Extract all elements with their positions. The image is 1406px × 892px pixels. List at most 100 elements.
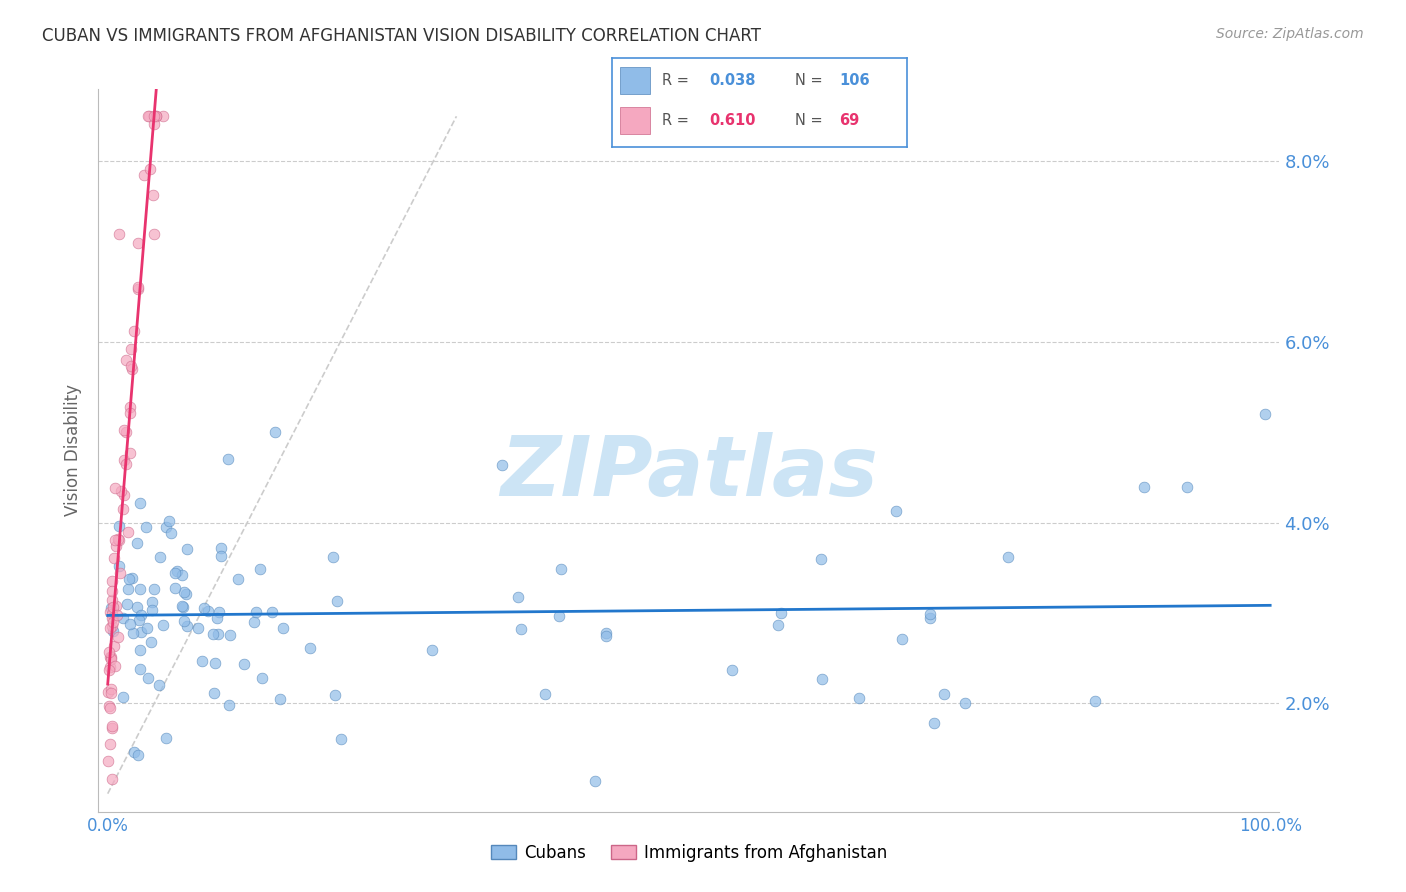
Point [120, 406, 142, 420]
Point [142, 187, 165, 202]
Point [112, 453, 135, 467]
Point [105, 608, 128, 623]
Point [127, 747, 149, 762]
Point [550, 562, 572, 576]
Point [143, 109, 166, 123]
Point [145, 109, 167, 123]
Point [176, 541, 198, 556]
Point [105, 539, 128, 553]
Point [118, 446, 141, 460]
Point [100, 652, 122, 666]
Point [129, 607, 152, 622]
Point [886, 503, 908, 517]
Point [209, 541, 232, 556]
Point [299, 640, 322, 655]
Point [107, 630, 129, 644]
Point [129, 625, 152, 640]
Point [141, 603, 163, 617]
Point [104, 533, 127, 547]
Point [245, 605, 267, 619]
Point [145, 109, 167, 123]
Point [330, 731, 353, 746]
Point [98, 660, 121, 674]
Point [143, 582, 166, 596]
Text: N =: N = [794, 73, 823, 87]
Point [243, 615, 266, 629]
Point [129, 496, 152, 510]
Point [811, 672, 834, 686]
Point [100, 772, 122, 786]
Point [918, 607, 941, 621]
Point [810, 552, 832, 566]
Point [128, 643, 150, 657]
Point [108, 519, 131, 533]
Point [269, 691, 291, 706]
Point [170, 567, 193, 582]
Point [152, 618, 174, 632]
Point [191, 654, 214, 668]
Point [207, 611, 229, 625]
Point [157, 514, 180, 528]
Point [326, 594, 349, 608]
Point [187, 621, 209, 635]
Point [217, 452, 239, 467]
Point [155, 731, 177, 745]
Point [117, 582, 139, 596]
Point [721, 664, 744, 678]
Point [173, 614, 195, 628]
Point [107, 533, 129, 547]
Point [98, 650, 121, 665]
Point [953, 696, 976, 710]
Point [173, 585, 195, 599]
Point [152, 109, 174, 123]
Point [97, 755, 120, 769]
Point [491, 458, 513, 472]
Point [166, 564, 188, 578]
Point [769, 606, 792, 620]
Point [121, 571, 143, 585]
Point [127, 600, 149, 615]
Point [1132, 480, 1154, 494]
Point [201, 626, 224, 640]
Point [98, 700, 121, 714]
Point [127, 279, 149, 293]
Point [193, 600, 215, 615]
Point [918, 611, 941, 625]
Text: R =: R = [662, 113, 689, 128]
Point [112, 502, 135, 516]
Point [122, 324, 145, 338]
Point [138, 162, 160, 177]
Point [117, 597, 139, 611]
Point [122, 626, 145, 640]
Point [103, 550, 125, 565]
Point [209, 549, 232, 563]
Point [136, 622, 159, 636]
Point [226, 572, 249, 586]
Point [101, 607, 124, 621]
Point [510, 623, 533, 637]
Point [108, 227, 131, 241]
Point [891, 632, 914, 647]
Point [176, 619, 198, 633]
Point [848, 690, 870, 705]
Point [118, 401, 141, 415]
Point [104, 658, 127, 673]
Point [100, 601, 122, 615]
Point [127, 236, 149, 251]
Point [101, 592, 124, 607]
Point [132, 169, 155, 183]
Point [260, 605, 283, 619]
Point [165, 582, 187, 596]
Point [118, 572, 141, 586]
Point [148, 678, 170, 692]
Point [172, 599, 194, 613]
Point [100, 619, 122, 633]
Point [143, 117, 166, 131]
Point [1177, 480, 1199, 494]
Point [129, 662, 152, 676]
Text: 106: 106 [839, 73, 869, 87]
Point [250, 671, 273, 685]
Point [114, 458, 136, 472]
Point [548, 608, 571, 623]
Point [98, 645, 121, 659]
